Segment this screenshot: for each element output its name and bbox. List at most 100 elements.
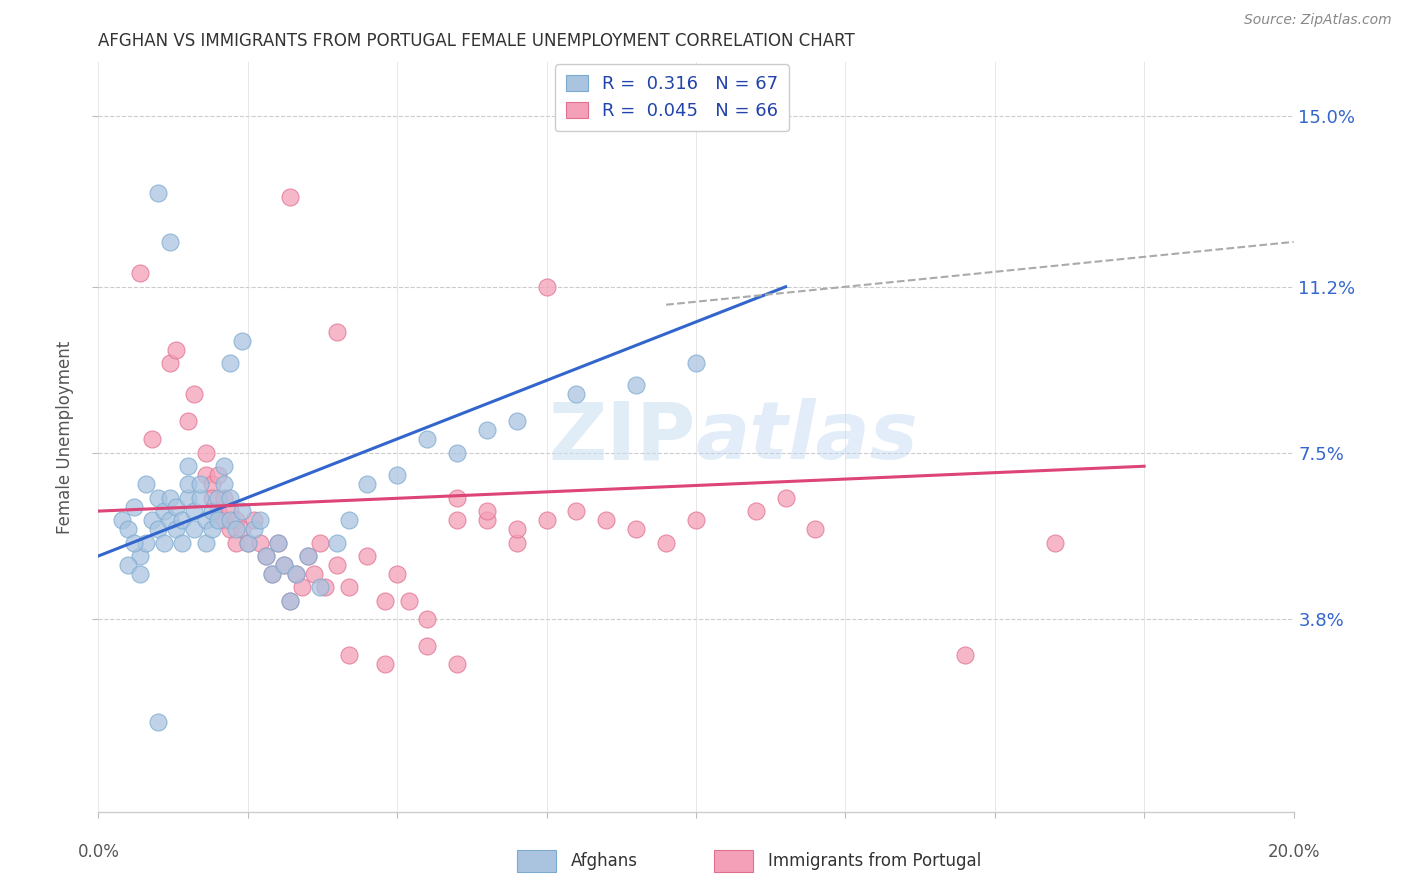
Point xyxy=(804,522,827,536)
Point xyxy=(153,535,176,549)
Point xyxy=(339,513,361,527)
Point xyxy=(124,500,146,514)
Point xyxy=(374,594,396,608)
Point xyxy=(1043,535,1066,549)
Point xyxy=(212,513,235,527)
Legend: R =  0.316   N = 67, R =  0.045   N = 66: R = 0.316 N = 67, R = 0.045 N = 66 xyxy=(555,64,789,131)
Point xyxy=(398,594,420,608)
Point xyxy=(153,504,176,518)
Point xyxy=(135,535,157,549)
FancyBboxPatch shape xyxy=(713,849,754,872)
Point xyxy=(416,612,439,626)
Point xyxy=(236,535,259,549)
Point xyxy=(506,522,529,536)
Point xyxy=(172,513,194,527)
Point xyxy=(172,535,194,549)
Point xyxy=(475,513,498,527)
Point xyxy=(536,279,558,293)
Point xyxy=(278,594,301,608)
Point xyxy=(201,504,224,518)
Point xyxy=(284,566,307,581)
Point xyxy=(231,522,253,536)
Text: AFGHAN VS IMMIGRANTS FROM PORTUGAL FEMALE UNEMPLOYMENT CORRELATION CHART: AFGHAN VS IMMIGRANTS FROM PORTUGAL FEMAL… xyxy=(98,32,855,50)
Point xyxy=(260,566,283,581)
Point xyxy=(117,522,139,536)
Point xyxy=(212,459,235,474)
Point xyxy=(297,549,319,563)
Point xyxy=(385,566,409,581)
Point xyxy=(195,535,218,549)
Point xyxy=(626,378,648,392)
Point xyxy=(446,491,468,505)
Point xyxy=(475,504,498,518)
Point xyxy=(745,504,768,518)
Point xyxy=(260,566,283,581)
Point xyxy=(195,446,218,460)
Point xyxy=(775,491,797,505)
Point xyxy=(273,558,295,572)
Point xyxy=(416,433,439,447)
Point xyxy=(159,491,181,505)
Text: Immigrants from Portugal: Immigrants from Portugal xyxy=(768,852,981,870)
Point xyxy=(565,387,588,401)
Point xyxy=(685,513,707,527)
Point xyxy=(159,513,181,527)
Point xyxy=(111,513,134,527)
Point xyxy=(219,513,242,527)
Point xyxy=(207,468,229,483)
Point xyxy=(953,648,976,662)
Point xyxy=(416,639,439,653)
Point xyxy=(291,581,314,595)
Point xyxy=(278,190,301,204)
Point xyxy=(273,558,295,572)
Point xyxy=(231,334,253,348)
Point xyxy=(339,581,361,595)
Point xyxy=(177,477,200,491)
Point xyxy=(212,477,235,491)
Point xyxy=(236,535,259,549)
Point xyxy=(165,343,187,357)
Point xyxy=(231,504,253,518)
Point xyxy=(159,356,181,370)
Point xyxy=(141,513,163,527)
Point xyxy=(148,522,170,536)
Point xyxy=(655,535,678,549)
Point xyxy=(254,549,277,563)
Point xyxy=(536,513,558,527)
Point xyxy=(249,513,271,527)
Point xyxy=(183,504,205,518)
Point xyxy=(207,491,229,505)
Point xyxy=(374,657,396,671)
Point xyxy=(565,504,588,518)
Point xyxy=(201,477,224,491)
Point xyxy=(315,581,337,595)
Point xyxy=(626,522,648,536)
Y-axis label: Female Unemployment: Female Unemployment xyxy=(56,341,75,533)
Point xyxy=(267,535,290,549)
Point xyxy=(356,549,378,563)
Point xyxy=(207,513,229,527)
Point xyxy=(339,648,361,662)
Point xyxy=(124,535,146,549)
Point xyxy=(159,235,181,249)
Point xyxy=(243,513,266,527)
Point xyxy=(141,433,163,447)
Point xyxy=(165,500,187,514)
Point xyxy=(302,566,325,581)
Point xyxy=(267,535,290,549)
Point xyxy=(148,714,170,729)
Text: 0.0%: 0.0% xyxy=(77,843,120,861)
Point xyxy=(148,186,170,200)
Point xyxy=(212,491,235,505)
Point xyxy=(195,513,218,527)
Point xyxy=(129,549,152,563)
Point xyxy=(446,657,468,671)
Point xyxy=(385,468,409,483)
Point xyxy=(188,491,211,505)
Point xyxy=(308,581,330,595)
Point xyxy=(177,491,200,505)
Point xyxy=(188,477,211,491)
Point xyxy=(135,477,157,491)
Point xyxy=(219,356,242,370)
Point xyxy=(129,566,152,581)
